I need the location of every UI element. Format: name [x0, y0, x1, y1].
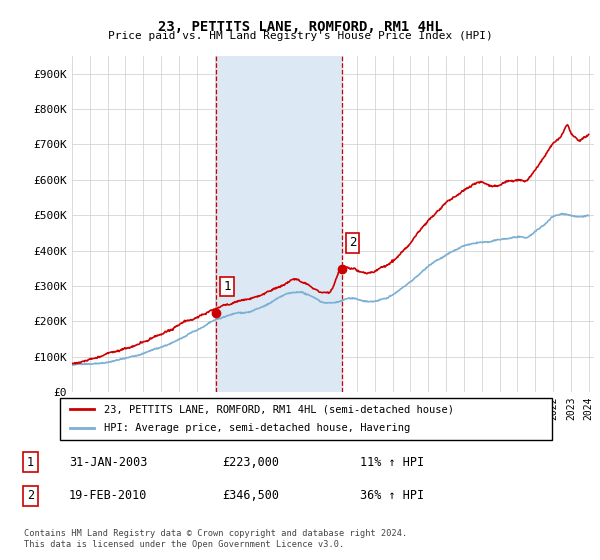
Text: 23, PETTITS LANE, ROMFORD, RM1 4HL (semi-detached house): 23, PETTITS LANE, ROMFORD, RM1 4HL (semi… — [104, 404, 454, 414]
Text: Contains HM Land Registry data © Crown copyright and database right 2024.
This d: Contains HM Land Registry data © Crown c… — [24, 529, 407, 549]
Text: Price paid vs. HM Land Registry's House Price Index (HPI): Price paid vs. HM Land Registry's House … — [107, 31, 493, 41]
Text: 1: 1 — [223, 280, 230, 293]
Text: £223,000: £223,000 — [222, 455, 279, 469]
Text: 36% ↑ HPI: 36% ↑ HPI — [360, 489, 424, 502]
Text: 2: 2 — [349, 236, 356, 249]
Text: 11% ↑ HPI: 11% ↑ HPI — [360, 455, 424, 469]
Text: £346,500: £346,500 — [222, 489, 279, 502]
Text: 23, PETTITS LANE, ROMFORD, RM1 4HL: 23, PETTITS LANE, ROMFORD, RM1 4HL — [158, 20, 442, 34]
Bar — [216, 56, 341, 392]
Text: 2: 2 — [27, 489, 34, 502]
Text: HPI: Average price, semi-detached house, Havering: HPI: Average price, semi-detached house,… — [104, 423, 410, 433]
FancyBboxPatch shape — [60, 398, 552, 440]
Text: 19-FEB-2010: 19-FEB-2010 — [69, 489, 148, 502]
Text: 1: 1 — [27, 455, 34, 469]
Text: 31-JAN-2003: 31-JAN-2003 — [69, 455, 148, 469]
